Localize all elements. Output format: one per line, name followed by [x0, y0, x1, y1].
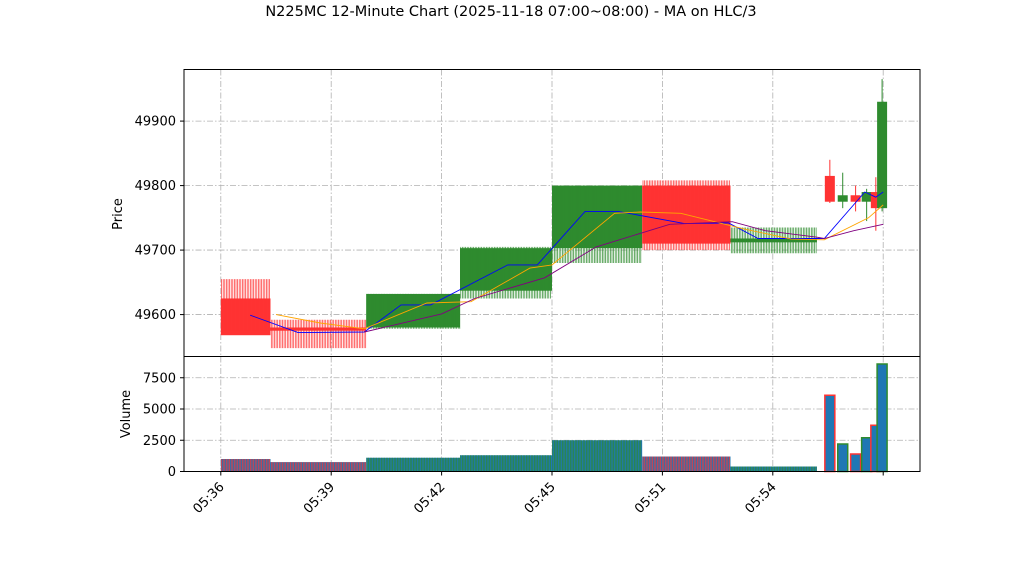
price-tick-label: 49800: [135, 179, 176, 194]
volume-tick-label: 0: [168, 465, 176, 480]
candle-body: [870, 192, 881, 209]
candle-body: [837, 195, 848, 202]
moving-average-line: [275, 204, 884, 330]
chart-title: N225MC 12-Minute Chart (2025-11-18 07:00…: [265, 4, 756, 20]
price-tick-label: 49600: [135, 308, 176, 323]
x-tick-label: 05:42: [411, 480, 448, 517]
moving-average-line: [250, 191, 884, 334]
price-y-axis-ticks: 49600 49700 49800 49900: [135, 115, 184, 323]
volume-tick-label: 5000: [143, 403, 176, 418]
volume-group-edges: [552, 440, 642, 472]
x-tick-label: 05:54: [743, 480, 780, 517]
x-tick-label: 05:36: [191, 480, 228, 517]
candle-body: [877, 101, 888, 209]
volume-panel: 0 2500 5000 7500 Volume: [119, 356, 921, 480]
candle-body: [850, 195, 861, 202]
volume-bar: [849, 453, 862, 473]
volume-tick-label: 7500: [143, 371, 176, 386]
volume-group-bar: [730, 466, 817, 472]
volume-group-edges: [366, 457, 461, 472]
price-panel: 49600 49700 49800 49900 Price: [111, 69, 921, 357]
volume-y-axis-label: Volume: [119, 390, 134, 438]
volume-group-edges: [460, 455, 551, 472]
moving-average-line: [364, 221, 884, 333]
price-marks: [220, 79, 888, 349]
volume-group-edges: [730, 466, 817, 472]
price-y-axis-label: Price: [111, 198, 126, 230]
x-tick-label: 05:51: [632, 480, 669, 517]
candle-group-wicks: [552, 185, 642, 263]
candle-group-body: [730, 238, 817, 243]
candle-group-wicks: [270, 319, 367, 349]
moving-average-lines: [250, 191, 884, 334]
candle-group-wicks: [366, 293, 461, 329]
candle-group-wicks: [221, 279, 270, 331]
price-tick-label: 49700: [135, 244, 176, 259]
volume-group-edges: [642, 456, 730, 472]
x-axis-ticks: 05:36 05:39 05:42 05:45 05:51 05:54: [191, 471, 884, 517]
x-tick-label: 05:45: [522, 480, 559, 517]
x-tick-label: 05:39: [301, 480, 338, 517]
volume-bars: [220, 363, 888, 473]
volume-bar: [836, 443, 849, 473]
volume-group-edges: [221, 459, 270, 472]
candle-group-wicks: [730, 227, 817, 254]
candle-body: [861, 192, 872, 202]
candle-group-wicks: [642, 180, 730, 251]
candle-body: [824, 175, 835, 202]
volume-y-axis-ticks: 0 2500 5000 7500: [143, 371, 184, 480]
volume-bar: [824, 394, 836, 473]
volume-bar: [876, 363, 888, 473]
volume-group-edges: [270, 462, 367, 472]
candle-group-body: [270, 327, 367, 331]
volume-group-bar: [270, 462, 367, 472]
volume-tick-label: 2500: [143, 434, 176, 449]
price-tick-label: 49900: [135, 115, 176, 130]
